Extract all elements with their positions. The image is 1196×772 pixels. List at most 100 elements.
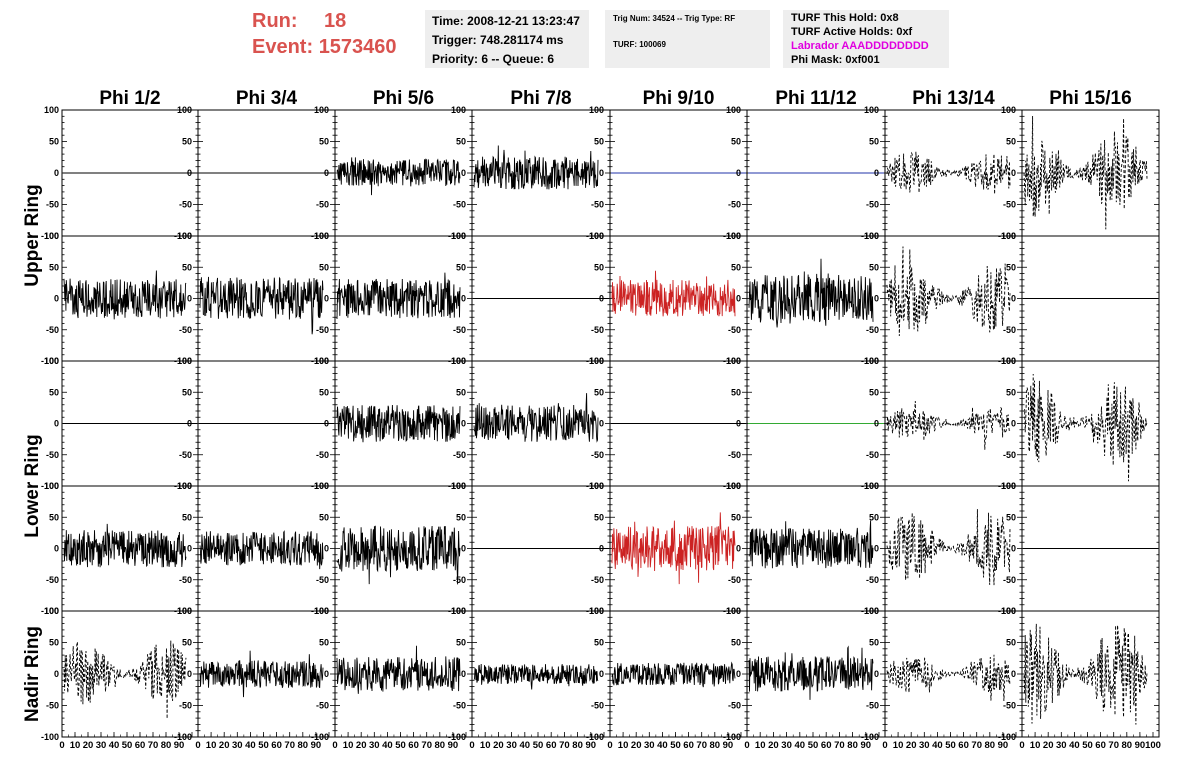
trace-r4-c5 [611,512,736,585]
ytick-label: 0 [874,544,879,554]
ytick-label: -100 [448,732,466,742]
ytick-label: 50 [182,387,192,397]
ytick-label: -50 [1003,701,1016,711]
xtick-label: 10 [70,740,81,751]
ytick-label: -50 [316,450,329,460]
ytick-label: 100 [44,105,59,115]
trace-r4-c6 [748,520,874,569]
xtick-label: 60 [135,740,146,751]
ytick-label: 0 [736,419,741,429]
ytick-label: 100 [451,606,466,616]
ytick-label: 0 [54,669,59,679]
ytick-label: 0 [461,544,466,554]
trace-r2-c1 [63,270,187,320]
xtick-label: 90 [174,740,185,751]
xtick-label: 40 [657,740,668,751]
ytick-label: 50 [49,137,59,147]
ytick-label: 50 [869,262,879,272]
ytick-label: 0 [874,419,879,429]
ytick-label: 50 [594,512,604,522]
ytick-label: 0 [187,294,192,304]
xtick-label: 90 [723,740,734,751]
ytick-label: 50 [594,262,604,272]
xtick-label: 70 [834,740,845,751]
ytick-label: 0 [874,294,879,304]
ytick-label: -50 [591,325,604,335]
ytick-label: 50 [594,638,604,648]
trace-r5-c4 [473,663,599,690]
ytick-label: 0 [187,544,192,554]
xtick-label: 90 [311,740,322,751]
ytick-label: 50 [319,137,329,147]
trace-r2-c6 [748,258,874,328]
ytick-label: -50 [1003,575,1016,585]
column-header-phi-2: Phi 3/4 [236,88,298,109]
ytick-label: -50 [728,450,741,460]
xtick-label: 80 [161,740,172,751]
ytick-label: 100 [1001,231,1016,241]
ytick-label: 50 [49,262,59,272]
ytick-label: 50 [869,387,879,397]
ytick-label: 0 [324,669,329,679]
ytick-label: -50 [46,701,59,711]
ytick-label: 100 [44,481,59,491]
ytick-label: 100 [314,356,329,366]
ytick-label: -100 [861,732,879,742]
ytick-label: 0 [54,168,59,178]
ytick-label: 50 [319,638,329,648]
ytick-label: -50 [866,325,879,335]
ytick-label: 50 [594,137,604,147]
event-label: Event: [252,36,314,58]
ytick-label: 100 [177,606,192,616]
ytick-label: -50 [866,575,879,585]
xtick-label: 80 [847,740,858,751]
ytick-label: -50 [1003,450,1016,460]
ring-label-3: Nadir Ring [22,626,43,722]
trace-r3-c8 [1023,373,1148,482]
xtick-label: 30 [644,740,655,751]
ytick-label: 100 [589,105,604,115]
ytick-label: 50 [731,387,741,397]
ytick-label: -50 [179,575,192,585]
ytick-label: 100 [726,356,741,366]
ytick-label: 100 [177,356,192,366]
trace-r4-c3 [336,525,461,585]
ytick-label: 100 [1001,606,1016,616]
trace-r5-c8 [1023,623,1148,725]
ytick-label: 100 [451,481,466,491]
ytick-label: 50 [869,512,879,522]
turf-text: TURF: 100069 [613,40,666,49]
ytick-label: 50 [182,262,192,272]
xtick-label: 40 [932,740,943,751]
ytick-label: 0 [461,294,466,304]
xtick-label: 50 [122,740,133,751]
xtick-label: 80 [985,740,996,751]
xtick-label: 30 [96,740,107,751]
xtick-label: 50 [808,740,819,751]
turf-this-hold-text: TURF This Hold: 0x8 [791,12,899,24]
xtick-label: 60 [958,740,969,751]
xtick-label: 60 [821,740,832,751]
ytick-label: 100 [589,231,604,241]
ytick-label: 50 [731,262,741,272]
ytick-label: -50 [179,325,192,335]
ytick-label: 100 [44,231,59,241]
ytick-label: -50 [179,200,192,210]
trace-r4-c1 [63,523,187,568]
ytick-label: 0 [736,294,741,304]
ytick-label: 0 [54,294,59,304]
xtick-label: 70 [148,740,159,751]
ytick-label: 0 [324,419,329,429]
xtick-label: 70 [284,740,295,751]
column-header-phi-4: Phi 7/8 [510,88,571,109]
xtick-label: 20 [906,740,917,751]
ytick-label: -50 [453,325,466,335]
trace-r2-c3 [336,272,461,320]
ytick-label: -50 [866,701,879,711]
ytick-label: 0 [461,669,466,679]
event-value: 1573460 [318,36,397,58]
xtick-label: 50 [258,740,269,751]
ytick-label: -100 [723,732,741,742]
xtick-label: 10 [206,740,217,751]
xtick-label: 100 [1145,740,1161,751]
